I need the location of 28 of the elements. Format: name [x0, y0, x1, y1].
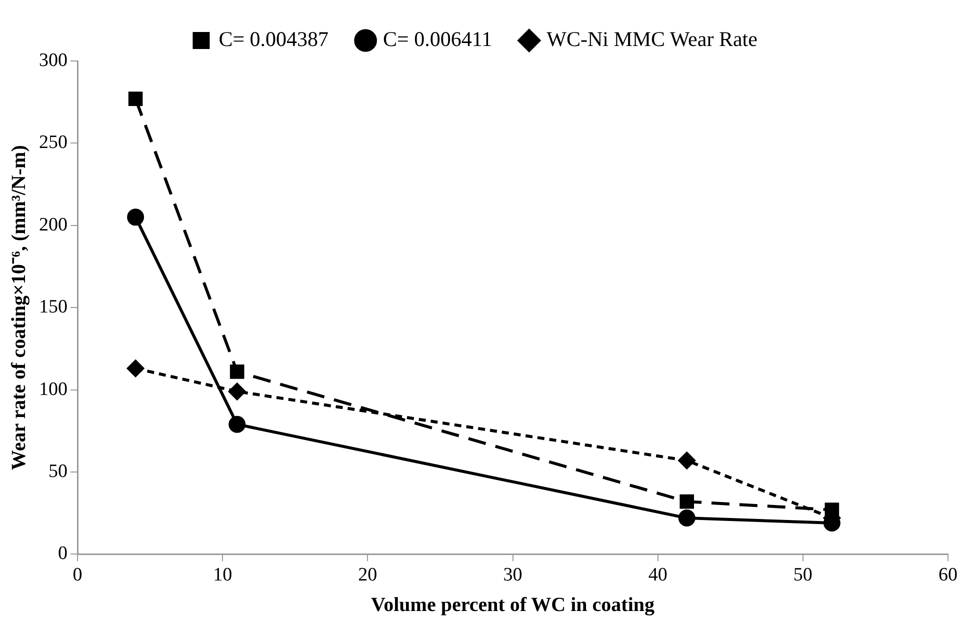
x-tick-label: 60 — [938, 564, 958, 586]
point — [678, 452, 696, 469]
x-tick-label: 30 — [503, 564, 522, 586]
point — [228, 382, 246, 400]
point — [228, 416, 246, 433]
point — [128, 92, 143, 106]
y-tick-label: 250 — [39, 132, 68, 154]
y-tick-label: 0 — [58, 543, 68, 564]
point — [678, 510, 696, 527]
x-tick-label: 20 — [358, 564, 378, 586]
point — [680, 494, 694, 509]
x-axis-title: Volume percent of WC in coating — [370, 594, 655, 616]
y-axis-title: Wear rate of coating×10⁻⁶, (mm³/N-m) — [8, 145, 30, 470]
y-tick-label: 200 — [39, 214, 68, 236]
x-tick-label: 50 — [793, 564, 812, 586]
legend-label: C= 0.006411 — [383, 27, 492, 52]
y-tick-label: 300 — [39, 50, 68, 71]
x-tick-label: 10 — [213, 564, 232, 586]
y-tick-label: 100 — [39, 378, 68, 400]
x-tick-label: 40 — [648, 564, 668, 586]
y-tick-label: 50 — [48, 460, 68, 482]
y-tick-label: 150 — [39, 296, 68, 318]
legend-label: C= 0.004387 — [218, 27, 329, 52]
point — [230, 364, 244, 379]
x-tick-label: 0 — [72, 564, 82, 586]
legend-label: WC-Ni MMC Wear Rate — [546, 27, 758, 52]
point — [127, 208, 144, 226]
point — [127, 360, 144, 377]
